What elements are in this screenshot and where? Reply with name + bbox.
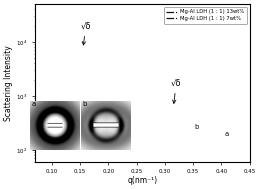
X-axis label: q(nm⁻¹): q(nm⁻¹): [127, 176, 157, 185]
Legend: Mg-Al LDH (1 : 1) 13wt%, Mg-Al LDH (1 : 1) 7wt%: Mg-Al LDH (1 : 1) 13wt%, Mg-Al LDH (1 : …: [164, 7, 247, 24]
Text: √δ: √δ: [171, 79, 181, 103]
Y-axis label: Scattering Intensity: Scattering Intensity: [4, 45, 13, 121]
Text: a: a: [32, 101, 36, 107]
Text: b: b: [194, 124, 199, 130]
Text: b: b: [83, 101, 87, 107]
Text: √δ: √δ: [81, 22, 91, 45]
Text: a: a: [224, 131, 229, 137]
